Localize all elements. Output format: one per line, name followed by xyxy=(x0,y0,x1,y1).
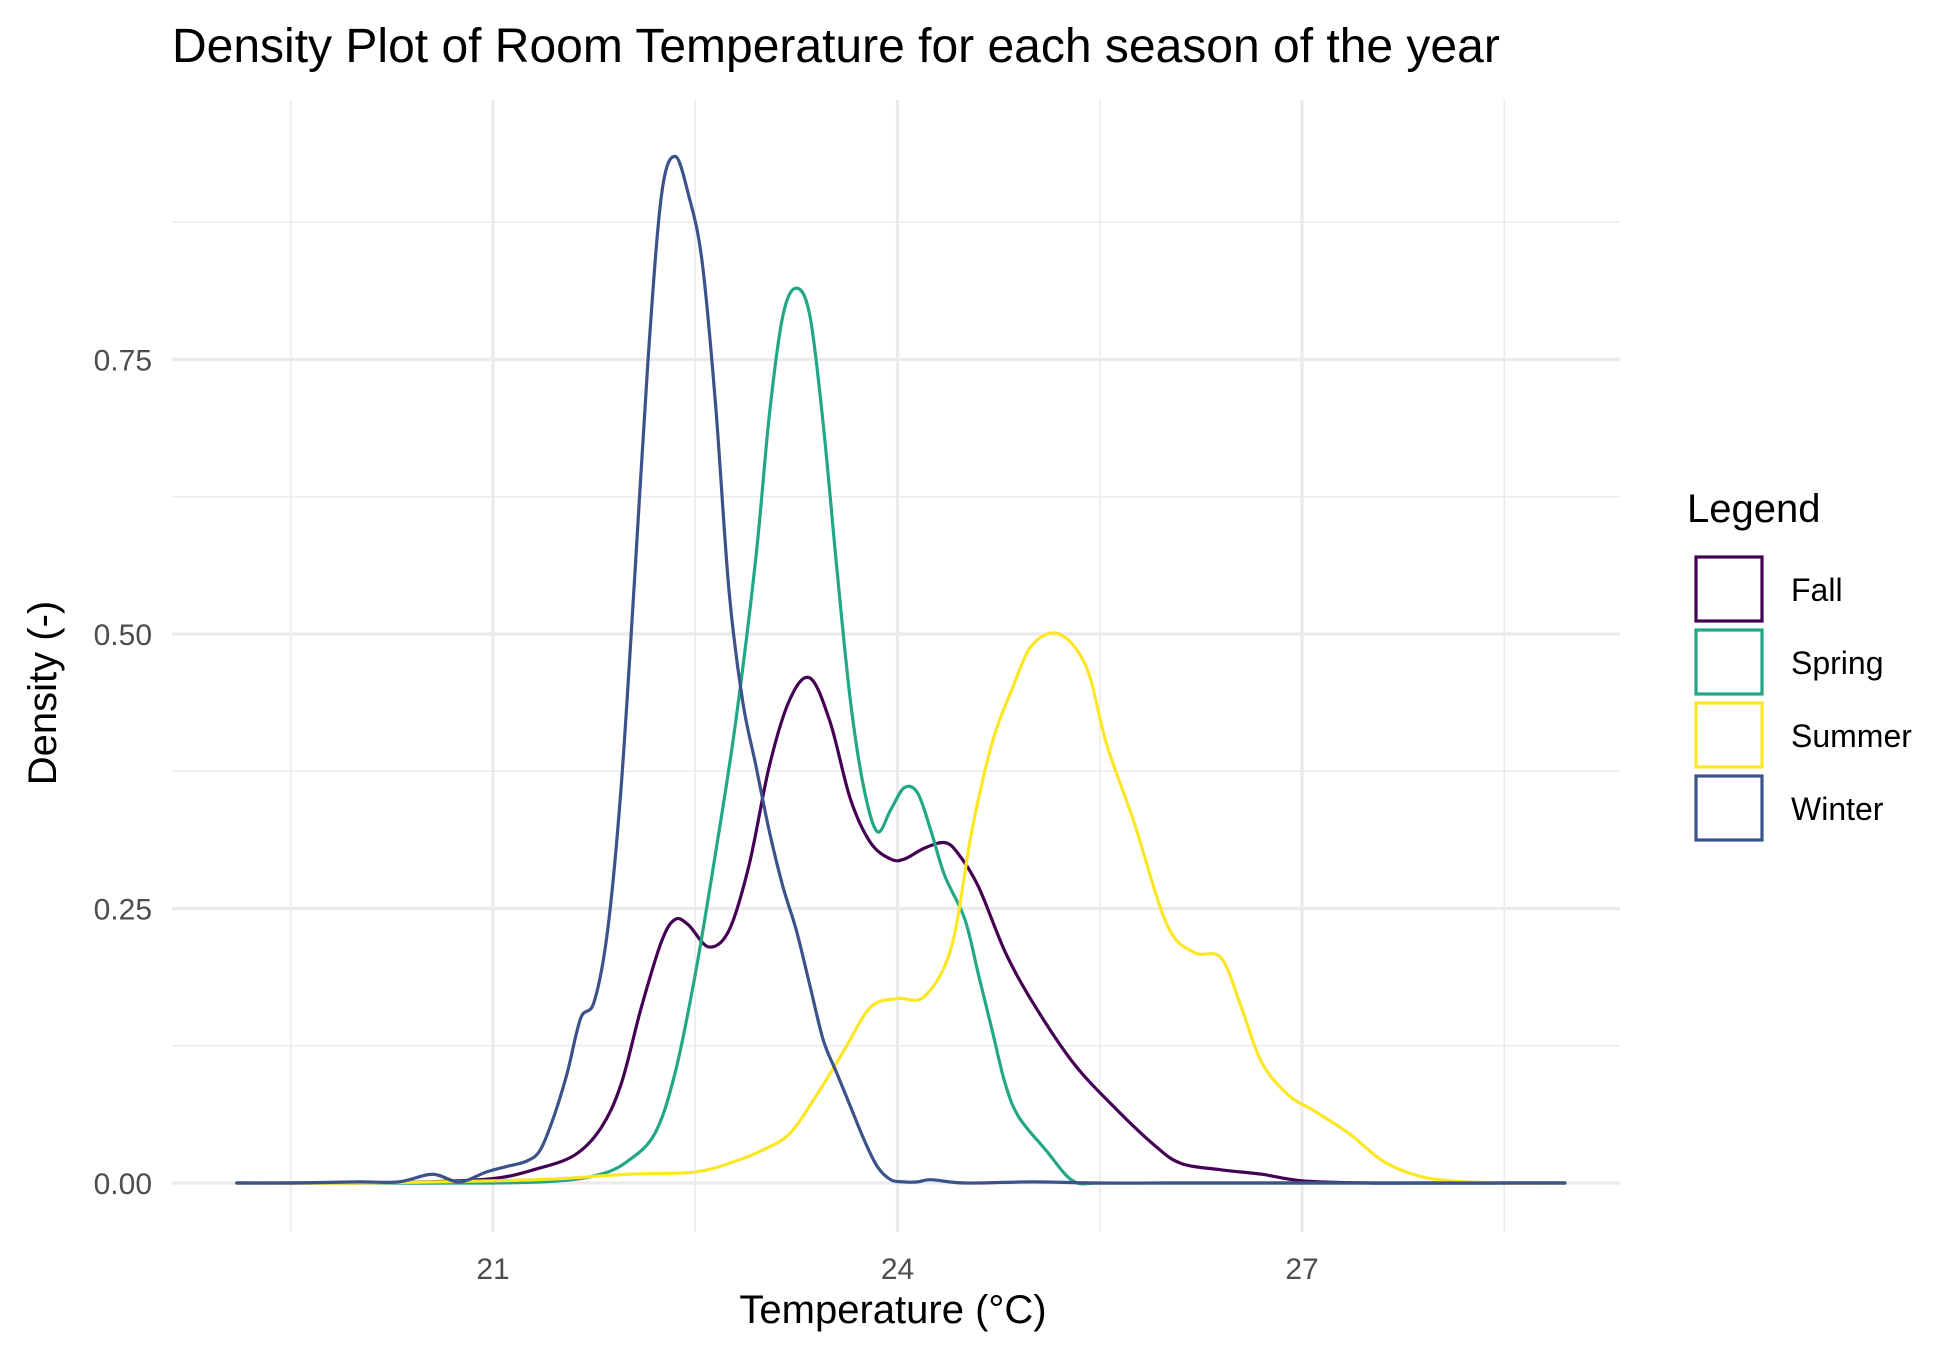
y-axis-title: Density (-) xyxy=(21,601,65,785)
series-line-spring xyxy=(235,286,1567,1186)
grid-layer xyxy=(172,100,1620,1232)
x-tick-labels: 21 24 27 xyxy=(476,1253,1318,1286)
legend-label-spring: Spring xyxy=(1791,645,1884,681)
series-line-summer xyxy=(235,631,1567,1185)
y-tick-label: 0.25 xyxy=(94,894,152,927)
x-tick-label: 24 xyxy=(881,1253,914,1286)
legend-title: Legend xyxy=(1687,487,1820,531)
legend-label-summer: Summer xyxy=(1791,718,1912,754)
y-tick-label: 0.50 xyxy=(94,619,152,652)
series-line-fall xyxy=(235,675,1567,1185)
x-tick-label: 27 xyxy=(1285,1253,1318,1286)
series-line-winter xyxy=(235,154,1567,1185)
legend-key-spring xyxy=(1694,628,1764,696)
legend-label-fall: Fall xyxy=(1791,572,1843,608)
y-tick-labels: 0.00 0.25 0.50 0.75 xyxy=(94,345,152,1202)
series-layer xyxy=(235,154,1567,1186)
legend: Legend Fall Spring Summer Winter xyxy=(1687,487,1912,842)
x-axis-title: Temperature (°C) xyxy=(739,1288,1046,1332)
legend-items: Fall Spring Summer Winter xyxy=(1694,555,1912,842)
legend-key-winter xyxy=(1694,774,1764,842)
x-tick-label: 21 xyxy=(476,1253,509,1286)
legend-key-fall xyxy=(1694,555,1764,623)
y-tick-label: 0.75 xyxy=(94,345,152,378)
y-tick-label: 0.00 xyxy=(94,1168,152,1201)
legend-label-winter: Winter xyxy=(1791,791,1884,827)
chart-title: Density Plot of Room Temperature for eac… xyxy=(172,20,1500,73)
legend-key-summer xyxy=(1694,701,1764,769)
